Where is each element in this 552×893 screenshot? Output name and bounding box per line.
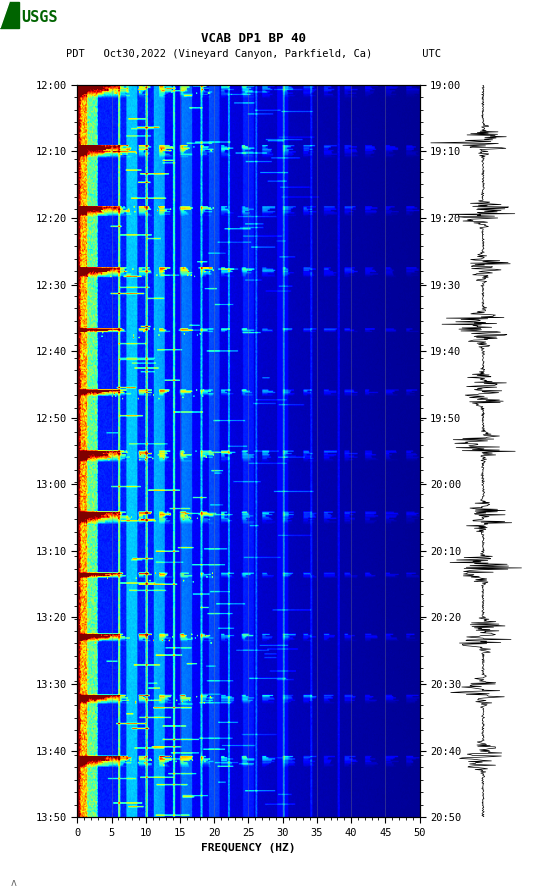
Text: USGS: USGS bbox=[21, 10, 58, 25]
X-axis label: FREQUENCY (HZ): FREQUENCY (HZ) bbox=[201, 843, 296, 853]
Text: VCAB DP1 BP 40: VCAB DP1 BP 40 bbox=[201, 32, 306, 45]
Bar bbox=[0, 2, 19, 28]
Text: PDT   Oct30,2022 (Vineyard Canyon, Parkfield, Ca)        UTC: PDT Oct30,2022 (Vineyard Canyon, Parkfie… bbox=[66, 48, 442, 59]
Text: ʌ: ʌ bbox=[11, 878, 17, 888]
Polygon shape bbox=[0, 2, 9, 28]
